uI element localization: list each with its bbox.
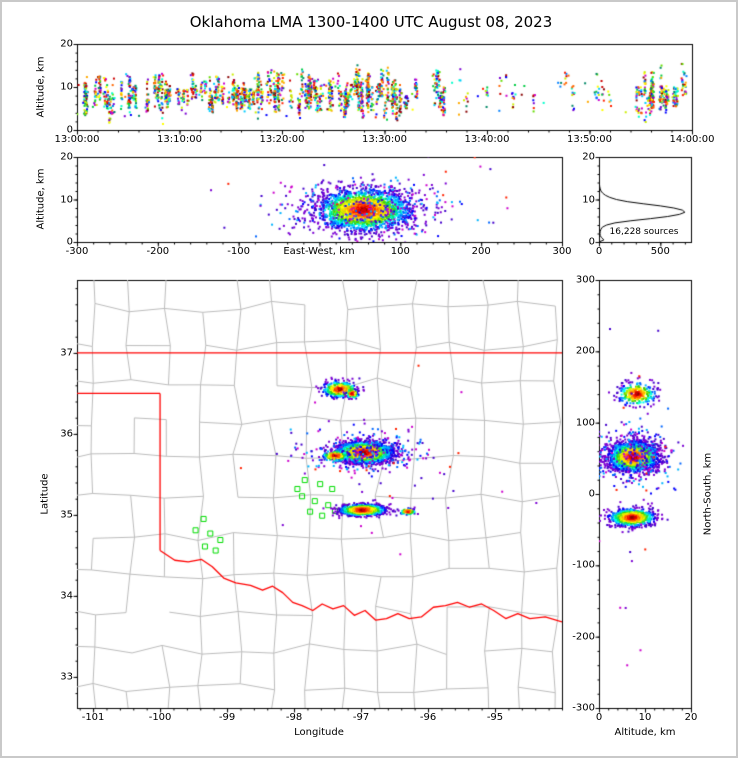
tick-label: -200	[146, 246, 170, 257]
ew-panel-ylabel: Altitude, km	[35, 168, 47, 230]
sources-count-annotation: 16,228 sources	[609, 227, 679, 237]
tick-label: 0	[66, 124, 73, 136]
tick-label: 100	[575, 417, 595, 429]
tick-label: 200	[575, 345, 595, 357]
tick-label: 100	[390, 246, 410, 257]
tick-label: 200	[471, 246, 491, 257]
tick-label: 13:00:00	[54, 134, 100, 145]
tick-label: 13:40:00	[464, 134, 510, 145]
tick-label: 10	[60, 194, 73, 205]
tick-label: 20	[60, 38, 73, 50]
map-ylabel: Latitude	[39, 473, 51, 515]
ns-panel-xlabel: Altitude, km	[614, 727, 676, 738]
tick-label: 300	[575, 274, 595, 286]
ew-panel-xlabel: East-West, km	[283, 246, 355, 257]
tick-label: -95	[486, 712, 504, 723]
tick-label: 500	[650, 246, 670, 257]
ns-panel-ylabel: North-South, km	[702, 452, 714, 536]
tick-label: -300	[572, 702, 595, 714]
time-panel-ylabel: Altitude, km	[35, 56, 47, 118]
tick-label: 300	[552, 246, 572, 257]
tick-label: 13:50:00	[567, 134, 612, 145]
tick-label: 0	[588, 236, 595, 248]
tick-label: 10	[582, 194, 595, 205]
tick-label: 0	[66, 236, 73, 248]
tick-label: -100	[572, 559, 595, 571]
tick-label: -200	[572, 631, 595, 643]
tick-label: 37	[60, 347, 73, 359]
tick-label: 20	[60, 151, 73, 163]
figure-title: Oklahoma LMA 1300-1400 UTC August 08, 20…	[189, 13, 553, 31]
tick-label: 13:20:00	[259, 134, 305, 145]
tick-label: 34	[60, 590, 73, 602]
tick-label: 36	[60, 428, 73, 440]
tick-label: -99	[218, 712, 236, 723]
tick-label: 0	[588, 488, 595, 500]
tick-label: -100	[227, 246, 251, 257]
tick-label: 10	[60, 81, 73, 93]
tick-label: 0	[595, 246, 603, 257]
tick-label: 14:00:00	[669, 134, 715, 145]
tick-label: 20	[684, 712, 698, 723]
map-xlabel: Longitude	[294, 727, 344, 738]
tick-label: -300	[65, 246, 89, 257]
tick-label: 35	[60, 509, 73, 521]
tick-label: -100	[148, 712, 172, 723]
tick-label: 0	[595, 712, 603, 723]
tick-label: 13:10:00	[157, 134, 202, 145]
tick-label: -101	[81, 712, 105, 723]
tick-label: -98	[285, 712, 303, 723]
tick-label: -97	[352, 712, 370, 723]
tick-label: -96	[419, 712, 437, 723]
tick-label: 33	[60, 671, 73, 683]
tick-label: 13:30:00	[362, 134, 407, 145]
tick-label: 20	[582, 151, 595, 163]
tick-label: 10	[638, 712, 652, 723]
